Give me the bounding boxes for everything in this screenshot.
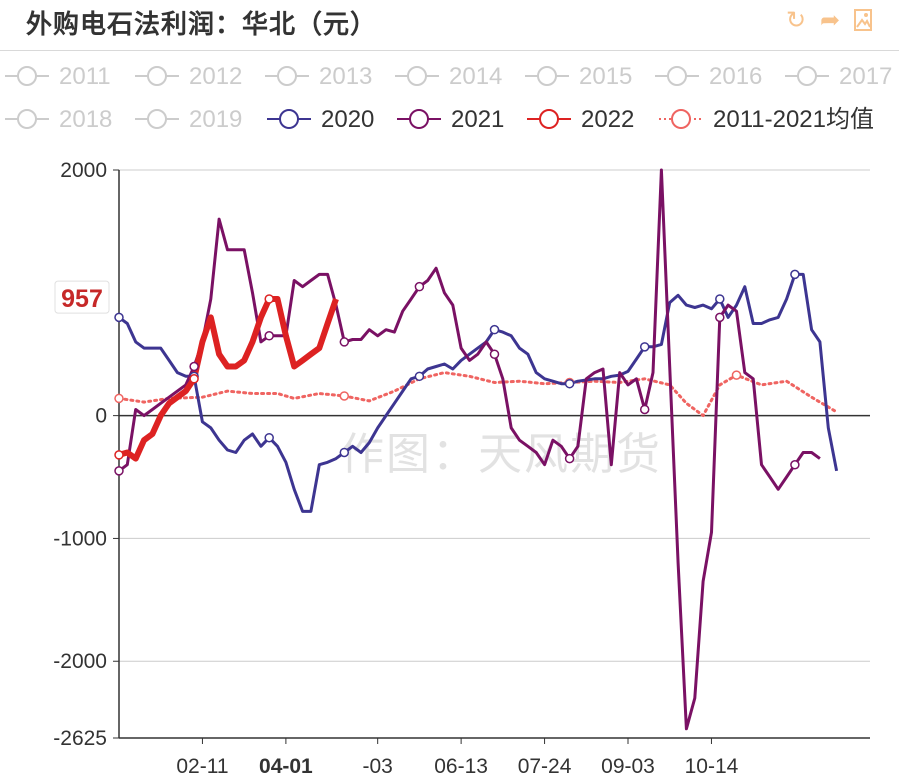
- y-tick-label-2: -1000: [53, 527, 107, 550]
- series-marker-2021: [114, 466, 124, 476]
- series-marker-2011-2021均值: [731, 370, 742, 380]
- legend-item-2014[interactable]: 2014: [395, 63, 502, 90]
- legend-item-2020[interactable]: 2020: [267, 106, 374, 133]
- series-marker-2020: [414, 371, 425, 382]
- series-marker-2011-2021均值: [114, 393, 124, 404]
- legend-marker: [147, 109, 167, 129]
- series-marker-2020: [339, 447, 350, 458]
- share-icon[interactable]: ➦: [819, 7, 841, 34]
- series-marker-2020: [715, 294, 725, 304]
- legend-marker: [409, 109, 429, 129]
- series-marker-2022: [189, 374, 199, 384]
- chart-toolbar: ↻ ➦: [783, 8, 877, 34]
- legend-item-2011[interactable]: 2011: [5, 63, 111, 90]
- y-tick-label-0: 2000: [60, 159, 107, 182]
- legend-item-2012[interactable]: 2012: [135, 63, 242, 90]
- legend-label: 2012: [189, 63, 242, 90]
- series-line-2022: [118, 296, 339, 462]
- legend-label: 2018: [59, 106, 112, 133]
- series-marker-2020: [639, 342, 650, 352]
- legend-item-2018[interactable]: 2018: [5, 106, 112, 133]
- series-marker-2021: [790, 459, 800, 470]
- legend-item-2015[interactable]: 2015: [525, 63, 632, 90]
- series-line-2021: [118, 168, 821, 731]
- series-marker-2022: [114, 450, 124, 460]
- series-marker-2021: [639, 404, 650, 415]
- x-tick-label-1: 04-01: [259, 755, 313, 778]
- y-tick-label-1: 0: [95, 405, 107, 428]
- legend-marker: [17, 66, 37, 86]
- chart-title: 外购电石法利润：华北（元）: [26, 10, 378, 40]
- legend: 2011 2012 2013 2014 2015 2016 2017 2018 2019 2020…: [5, 63, 892, 133]
- axis-labels: 2000 0 -1000 -2000 -2625 02-11 04-01 -03 06-13 07…: [53, 159, 738, 778]
- legend-label: 2020: [321, 106, 374, 133]
- legend-label: 2014: [449, 63, 502, 90]
- series-lines: [117, 168, 839, 731]
- series-marker-2021: [189, 361, 199, 372]
- series-marker-2021: [414, 281, 425, 292]
- series-line-2020: [118, 272, 839, 513]
- y-tick-label-4: -2625: [53, 727, 107, 750]
- legend-item-2021[interactable]: 2021: [397, 106, 504, 133]
- legend-marker: [671, 109, 691, 129]
- series-line-2011-2021均值: [117, 371, 839, 418]
- legend-item-2016[interactable]: 2016: [655, 63, 762, 90]
- y-tick-label-3: -2000: [53, 650, 107, 673]
- axes: [118, 170, 870, 744]
- legend-item-2019[interactable]: 2019: [135, 106, 242, 133]
- legend-marker: [539, 109, 559, 129]
- legend-item-2017[interactable]: 2017: [785, 63, 892, 90]
- legend-marker: [279, 109, 299, 129]
- series-marker-2021: [339, 337, 350, 347]
- series-markers: [114, 269, 800, 476]
- series-marker-2021: [489, 349, 500, 359]
- x-tick-label-5: 09-03: [601, 755, 655, 778]
- save-image-icon[interactable]: [851, 8, 877, 34]
- legend-marker: [797, 66, 817, 86]
- title-divider: [0, 50, 899, 51]
- legend-label: 2011: [59, 63, 111, 90]
- grid-lines: [113, 169, 870, 739]
- series-marker-2020: [489, 324, 500, 335]
- legend-item-2011-2021均值[interactable]: 2011-2021均值: [659, 106, 874, 133]
- x-tick-label-2: -03: [362, 755, 392, 778]
- x-tick-label-3: 06-13: [434, 755, 488, 778]
- series-marker-2020: [790, 269, 800, 280]
- legend-marker: [147, 66, 167, 86]
- legend-marker: [17, 109, 37, 129]
- series-marker-2020: [114, 312, 124, 323]
- legend-item-2022[interactable]: 2022: [527, 106, 634, 133]
- refresh-icon[interactable]: ↻: [785, 7, 807, 34]
- series-marker-2020: [264, 432, 274, 443]
- series-marker-2020: [564, 378, 575, 389]
- legend-label: 2017: [839, 63, 892, 90]
- series-marker-2021: [264, 331, 274, 341]
- legend-label: 2019: [189, 106, 242, 133]
- watermark: 作图：天风期货: [340, 429, 662, 480]
- series-marker-2022: [264, 294, 274, 304]
- series-marker-2021: [715, 312, 725, 323]
- current-value-box: [54, 280, 110, 314]
- legend-item-2013[interactable]: 2013: [265, 63, 372, 90]
- legend-marker: [667, 66, 687, 86]
- legend-label: 2022: [581, 106, 634, 133]
- legend-label: 2013: [319, 63, 372, 90]
- x-tick-label-0: 02-11: [176, 755, 228, 778]
- x-tick-label-4: 07-24: [518, 755, 572, 778]
- legend-label: 2011-2021均值: [713, 106, 874, 133]
- legend-label: 2015: [579, 63, 632, 90]
- series-marker-2011-2021均值: [339, 391, 350, 401]
- series-marker-2021: [564, 453, 575, 464]
- x-tick-label-6: 10-14: [685, 755, 739, 778]
- current-value-label: 957: [61, 285, 103, 313]
- legend-label: 2021: [451, 106, 504, 133]
- legend-label: 2016: [709, 63, 762, 90]
- legend-marker: [537, 66, 557, 86]
- legend-marker: [407, 66, 427, 86]
- legend-marker: [277, 66, 297, 86]
